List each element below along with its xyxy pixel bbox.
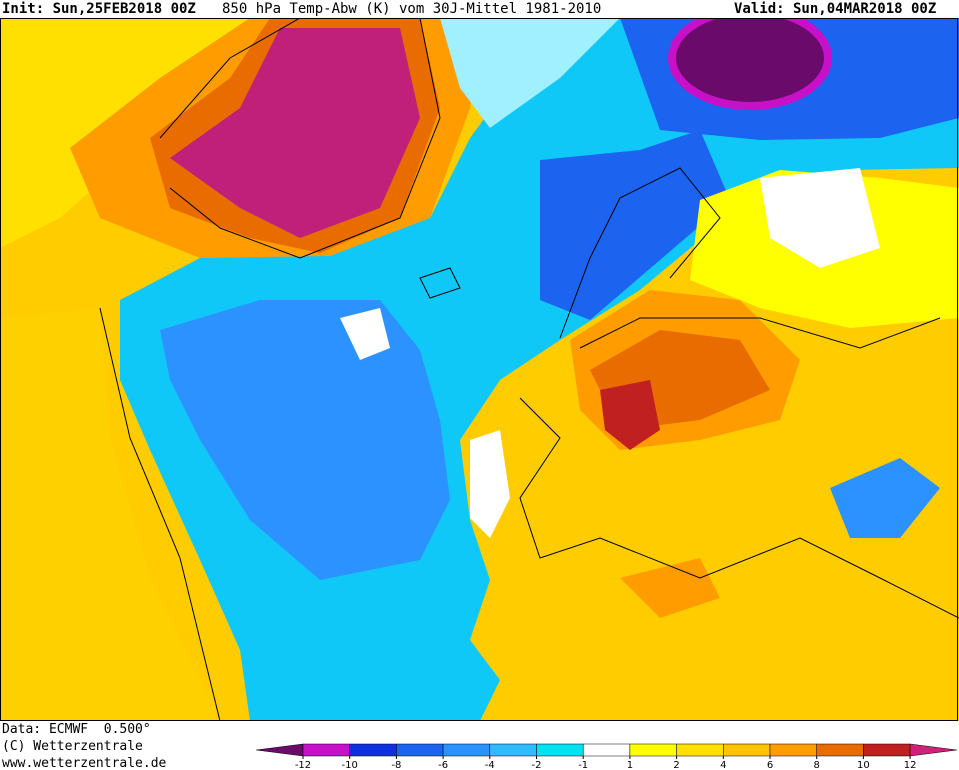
- colorbar-segment: [582, 743, 631, 757]
- colorbar-tick-label: 12: [904, 760, 917, 770]
- init-time: Init: Sun,25FEB2018 00Z: [2, 1, 196, 17]
- data-source: Data: ECMWF 0.500°: [2, 722, 151, 737]
- region: [540, 130, 730, 320]
- region: [440, 18, 620, 128]
- region: [668, 18, 832, 110]
- region: [0, 308, 220, 721]
- colorbar-tick-label: -1: [578, 760, 588, 770]
- colorbar-tick-label: 8: [814, 760, 820, 770]
- colorbar-tick-label: 2: [673, 760, 679, 770]
- map: [0, 18, 959, 721]
- copyright: (C) Wetterzentrale: [2, 739, 143, 754]
- colorbar-segment: [629, 743, 677, 757]
- colorbar-tick-label: 1: [627, 760, 633, 770]
- region: [760, 168, 880, 268]
- colorbar-tick-label: -2: [532, 760, 542, 770]
- colorbar-tick-label: -10: [342, 760, 358, 770]
- colorbar-segment: [396, 743, 444, 757]
- region: [170, 28, 420, 238]
- region: [340, 308, 390, 360]
- colorbar-tick-label: 6: [767, 760, 773, 770]
- region: [830, 458, 940, 538]
- region: [160, 300, 450, 580]
- colorbar-segment: [909, 743, 957, 757]
- valid-time: Valid: Sun,04MAR2018 00Z: [734, 1, 937, 17]
- colorbar-tick-label: -4: [485, 760, 495, 770]
- region: [470, 430, 510, 538]
- colorbar-tick-label: -6: [438, 760, 448, 770]
- colorbar-tick-label: 4: [720, 760, 726, 770]
- colorbar-segment: [302, 743, 350, 757]
- colorbar: -12 -10 -8 -6 -4 -2 -1 1 2 4 6 8 10 12: [256, 743, 957, 770]
- coastlines: [99, 18, 959, 721]
- colorbar-tick-label: -8: [391, 760, 401, 770]
- region: [600, 380, 660, 450]
- colorbar-segment: [256, 743, 304, 757]
- url: www.wetterzentrale.de: [2, 756, 167, 770]
- colorbar-segment: [723, 743, 771, 757]
- colorbar-segment: [349, 743, 397, 757]
- map-frame: [0, 18, 958, 721]
- colorbar-segment: [863, 743, 911, 757]
- region: [620, 558, 720, 618]
- colorbar-segment: [816, 743, 864, 757]
- colorbar-segment: [536, 743, 584, 757]
- colorbar-tick-label: 10: [857, 760, 870, 770]
- colorbar-segment: [769, 743, 817, 757]
- colorbar-tick-label: -12: [295, 760, 311, 770]
- map-title: 850 hPa Temp-Abw (K) vom 30J-Mittel 1981…: [222, 1, 602, 17]
- colorbar-segment: [676, 743, 724, 757]
- colorbar-segment: [489, 743, 537, 757]
- colorbar-segment: [442, 743, 491, 757]
